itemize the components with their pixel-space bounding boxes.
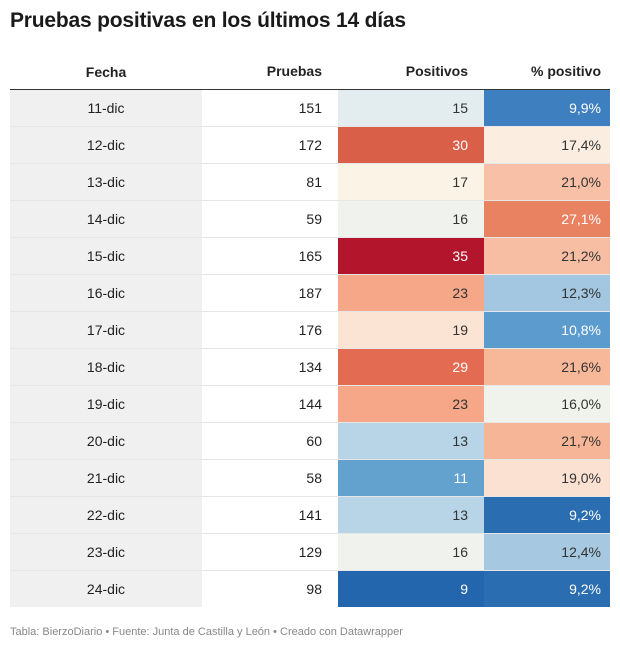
cell-fecha: 20-dic: [10, 423, 202, 459]
cell-pruebas: 165: [298, 248, 322, 264]
cell-fecha: 24-dic: [10, 571, 202, 607]
table-row: 20-dic 60 13 21,7%: [10, 423, 610, 460]
cell-pruebas: 98: [306, 581, 322, 597]
cell-positivos: 17: [338, 164, 484, 200]
table-row: 19-dic 144 23 16,0%: [10, 386, 610, 423]
cell-fecha: 22-dic: [10, 497, 202, 533]
cell-fecha: 13-dic: [10, 164, 202, 200]
cell-fecha: 16-dic: [10, 275, 202, 311]
cell-pruebas: 59: [306, 211, 322, 227]
cell-positivos: 13: [338, 423, 484, 459]
cell-pruebas: 187: [298, 285, 322, 301]
chart-title: Pruebas positivas en los últimos 14 días: [10, 9, 406, 32]
cell-pct-positivo: 9,2%: [484, 497, 610, 533]
table-row: 13-dic 81 17 21,0%: [10, 164, 610, 201]
table-row: 12-dic 172 30 17,4%: [10, 127, 610, 164]
cell-positivos: 9: [338, 571, 484, 607]
cell-positivos: 16: [338, 201, 484, 237]
cell-pruebas: 134: [298, 359, 322, 375]
table-header: Fecha Pruebas Positivos % positivo: [10, 52, 610, 89]
cell-pct-positivo: 12,4%: [484, 534, 610, 570]
cell-pct-positivo: 10,8%: [484, 312, 610, 348]
cell-pct-positivo: 21,7%: [484, 423, 610, 459]
cell-positivos: 13: [338, 497, 484, 533]
cell-fecha: 18-dic: [10, 349, 202, 385]
cell-positivos: 16: [338, 534, 484, 570]
table-row: 23-dic 129 16 12,4%: [10, 534, 610, 571]
table-row: 15-dic 165 35 21,2%: [10, 238, 610, 275]
cell-pct-positivo: 27,1%: [484, 201, 610, 237]
cell-positivos: 19: [338, 312, 484, 348]
cell-positivos: 23: [338, 386, 484, 422]
cell-positivos: 23: [338, 275, 484, 311]
cell-pruebas: 176: [298, 322, 322, 338]
cell-positivos: 35: [338, 238, 484, 274]
cell-pct-positivo: 12,3%: [484, 275, 610, 311]
cell-fecha: 11-dic: [10, 90, 202, 126]
table-row: 21-dic 58 11 19,0%: [10, 460, 610, 497]
cell-fecha: 14-dic: [10, 201, 202, 237]
cell-pct-positivo: 21,2%: [484, 238, 610, 274]
table-body: 11-dic 151 15 9,9% 12-dic 172 30 17,4% 13-dic 81 1…: [10, 89, 610, 607]
table-row: 24-dic 98 9 9,2%: [10, 571, 610, 607]
table-row: 11-dic 151 15 9,9%: [10, 90, 610, 127]
cell-pct-positivo: 17,4%: [484, 127, 610, 163]
cell-pruebas: 172: [298, 137, 322, 153]
header-positivos[interactable]: Positivos: [405, 62, 468, 79]
header-pct-positivo[interactable]: % positivo: [530, 62, 601, 79]
table-row: 22-dic 141 13 9,2%: [10, 497, 610, 534]
header-pruebas[interactable]: Pruebas: [266, 62, 322, 79]
table-row: 17-dic 176 19 10,8%: [10, 312, 610, 349]
cell-positivos: 29: [338, 349, 484, 385]
cell-pct-positivo: 9,9%: [484, 90, 610, 126]
cell-fecha: 17-dic: [10, 312, 202, 348]
cell-pct-positivo: 19,0%: [484, 460, 610, 496]
cell-fecha: 23-dic: [10, 534, 202, 570]
header-fecha[interactable]: Fecha: [85, 63, 127, 80]
cell-pruebas: 129: [298, 544, 322, 560]
cell-positivos: 11: [338, 460, 484, 496]
cell-pruebas: 60: [306, 433, 322, 449]
cell-fecha: 19-dic: [10, 386, 202, 422]
footer-credits: Tabla: BierzoDiario • Fuente: Junta de C…: [10, 626, 403, 638]
cell-fecha: 15-dic: [10, 238, 202, 274]
cell-pruebas: 58: [306, 470, 322, 486]
cell-fecha: 12-dic: [10, 127, 202, 163]
cell-pruebas: 151: [298, 100, 322, 116]
cell-pct-positivo: 9,2%: [484, 571, 610, 607]
table-row: 18-dic 134 29 21,6%: [10, 349, 610, 386]
cell-positivos: 30: [338, 127, 484, 163]
cell-fecha: 21-dic: [10, 460, 202, 496]
table-row: 14-dic 59 16 27,1%: [10, 201, 610, 238]
cell-pct-positivo: 21,0%: [484, 164, 610, 200]
cell-pct-positivo: 16,0%: [484, 386, 610, 422]
table-row: 16-dic 187 23 12,3%: [10, 275, 610, 312]
data-table: Fecha Pruebas Positivos % positivo 11-di…: [10, 52, 610, 607]
cell-pruebas: 141: [298, 507, 322, 523]
cell-pct-positivo: 21,6%: [484, 349, 610, 385]
cell-positivos: 15: [338, 90, 484, 126]
cell-pruebas: 81: [306, 174, 322, 190]
cell-pruebas: 144: [298, 396, 322, 412]
